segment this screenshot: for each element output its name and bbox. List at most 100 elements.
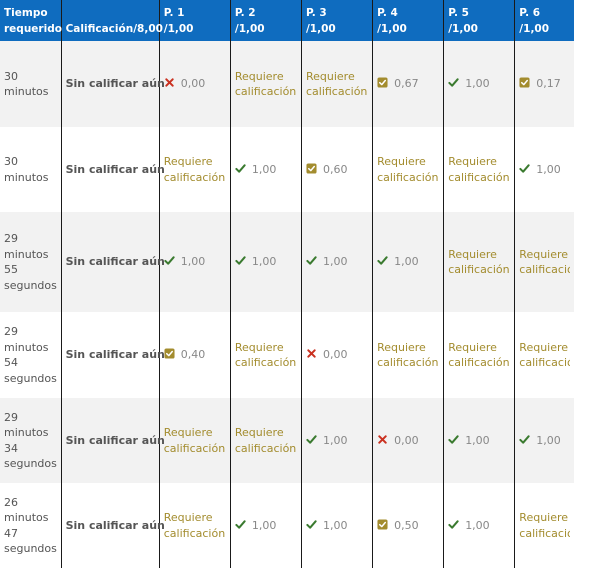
requires-grading-link[interactable]: Requiere: [163, 426, 213, 439]
requires-grading-link[interactable]: calificación: [377, 170, 439, 184]
time-taken-line: 47: [4, 526, 18, 540]
requires-grading-link[interactable]: calificación: [234, 85, 297, 98]
score-value-link[interactable]: 0,50: [377, 518, 439, 534]
question-score-cell[interactable]: Requiere calificación: [230, 41, 302, 127]
question-score-cell[interactable]: 1,00: [230, 127, 302, 212]
header-question-max: /1,00: [234, 22, 265, 35]
score-value-link[interactable]: 1,00: [235, 254, 297, 270]
question-score-cell[interactable]: Requiere calificació: [514, 312, 574, 398]
question-score-cell[interactable]: 0,60: [301, 127, 374, 212]
score-value: 0,00: [322, 348, 348, 362]
score-value-link[interactable]: 0,40: [164, 347, 226, 363]
requires-grading-link[interactable]: calificación: [448, 170, 510, 184]
score-value-link[interactable]: 1,00: [519, 433, 570, 449]
question-score-cell[interactable]: Requiere calificación: [372, 312, 445, 398]
score-value-link[interactable]: 1,00: [519, 162, 570, 178]
score-value-link[interactable]: 1,00: [164, 254, 226, 270]
score-value-link[interactable]: 1,00: [377, 254, 439, 270]
question-score-cell[interactable]: Requiere calificación: [443, 312, 516, 398]
question-score-cell[interactable]: Requiere calificació: [514, 212, 574, 312]
question-score-cell[interactable]: 1,00: [514, 398, 574, 483]
requires-grading-link[interactable]: Requiere: [234, 426, 284, 439]
question-score-cell[interactable]: 1,00: [301, 212, 374, 312]
score-value-link[interactable]: 1,00: [306, 433, 368, 449]
question-score-cell[interactable]: Requiere calificación: [443, 212, 516, 312]
header-question-3[interactable]: P. 3 /1,00: [301, 0, 374, 41]
requires-grading-link[interactable]: calificación: [234, 441, 297, 455]
question-score-cell[interactable]: 1,00: [159, 212, 231, 312]
requires-grading-link[interactable]: Requiere: [377, 340, 426, 354]
question-score-cell[interactable]: 1,00: [372, 212, 445, 312]
requires-grading-link[interactable]: calificació: [519, 356, 570, 369]
requires-grading-link[interactable]: calificación: [163, 170, 226, 184]
question-score-cell[interactable]: 0,40: [159, 312, 231, 398]
score-value-link[interactable]: 0,67: [377, 76, 439, 92]
requires-grading-link[interactable]: calificació: [519, 263, 570, 276]
requires-grading-link[interactable]: Requiere: [448, 340, 497, 354]
requires-grading-link[interactable]: calificación: [448, 356, 510, 369]
question-score-cell[interactable]: Requiere calificación: [230, 398, 302, 483]
question-score-cell[interactable]: 1,00: [443, 398, 516, 483]
requires-grading-link[interactable]: Requiere: [163, 155, 213, 168]
requires-grading-link[interactable]: Requiere: [448, 155, 497, 168]
score-value-link[interactable]: 0,60: [306, 162, 368, 178]
header-question-4[interactable]: P. 4 /1,00: [372, 0, 445, 41]
requires-grading-link[interactable]: Requiere: [234, 69, 284, 83]
question-score-cell[interactable]: Requiere calificación: [230, 312, 302, 398]
question-score-cell[interactable]: 1,00: [301, 398, 374, 483]
score-value-link[interactable]: 1,00: [235, 162, 297, 178]
requires-grading-link[interactable]: Requiere: [519, 340, 569, 354]
question-score-cell[interactable]: 0,17: [514, 41, 574, 127]
question-score-cell[interactable]: 1,00: [443, 483, 516, 568]
question-score-cell[interactable]: Requiere calificación: [301, 41, 374, 127]
question-score-cell[interactable]: 0,67: [372, 41, 445, 127]
question-score-cell[interactable]: 0,00: [372, 398, 445, 483]
requires-grading-link[interactable]: calificación: [448, 263, 510, 276]
requires-grading-link[interactable]: Requiere: [377, 155, 426, 168]
header-question-1[interactable]: P. 1 /1,00: [159, 0, 231, 41]
score-value-link[interactable]: 0,00: [164, 76, 226, 92]
header-grade[interactable]: Calificación/8,00: [61, 0, 163, 41]
cross-icon: [377, 434, 388, 445]
score-value-link[interactable]: 0,00: [377, 433, 439, 449]
score-value-link[interactable]: 1,00: [235, 518, 297, 534]
score-value-link[interactable]: 1,00: [306, 254, 368, 270]
question-score-cell[interactable]: Requiere calificación: [159, 483, 231, 568]
requires-grading-link[interactable]: Requiere: [234, 340, 284, 354]
question-score-cell[interactable]: 0,00: [301, 312, 374, 398]
requires-grading-link[interactable]: Requiere: [519, 247, 569, 261]
question-score-cell[interactable]: Requiere calificación: [372, 127, 445, 212]
question-score-cell[interactable]: 1,00: [230, 483, 302, 568]
requires-grading-link[interactable]: Requiere: [448, 247, 497, 261]
header-question-5[interactable]: P. 5 /1,00: [443, 0, 516, 41]
requires-grading-link[interactable]: Requiere: [163, 511, 213, 524]
question-score-cell[interactable]: 1,00: [301, 483, 374, 568]
requires-grading-link[interactable]: Requiere: [519, 511, 569, 524]
question-score-cell[interactable]: 0,50: [372, 483, 445, 568]
score-value-link[interactable]: 1,00: [306, 518, 368, 534]
score-value-link[interactable]: 1,00: [448, 518, 510, 534]
question-score-cell[interactable]: Requiere calificación: [443, 127, 516, 212]
score-value-link[interactable]: 1,00: [448, 433, 510, 449]
requires-grading-link[interactable]: calificación: [163, 526, 226, 540]
requires-grading-link[interactable]: calificación: [234, 356, 297, 369]
requires-grading-link[interactable]: calificación: [163, 441, 226, 455]
requires-grading-link[interactable]: Requiere: [305, 69, 355, 83]
score-value-link[interactable]: 0,00: [306, 347, 368, 363]
requires-grading-link[interactable]: calificació: [519, 526, 570, 540]
question-score-cell[interactable]: 1,00: [443, 41, 516, 127]
score-value: 0,17: [536, 77, 561, 91]
question-score-cell[interactable]: 1,00: [514, 127, 574, 212]
question-score-cell[interactable]: Requiere calificación: [159, 398, 231, 483]
time-taken-line: 54: [4, 356, 18, 369]
question-score-cell[interactable]: Requiere calificación: [159, 127, 231, 212]
requires-grading-link[interactable]: calificación: [305, 85, 368, 98]
score-value-link[interactable]: 1,00: [448, 76, 510, 92]
header-question-2[interactable]: P. 2 /1,00: [230, 0, 302, 41]
requires-grading-link[interactable]: calificación: [377, 356, 439, 369]
header-question-6[interactable]: P. 6 /1,00: [514, 0, 574, 41]
score-value-link[interactable]: 0,17: [519, 76, 570, 92]
question-score-cell[interactable]: 0,00: [159, 41, 231, 127]
question-score-cell[interactable]: Requiere calificació: [514, 483, 574, 568]
question-score-cell[interactable]: 1,00: [230, 212, 302, 312]
